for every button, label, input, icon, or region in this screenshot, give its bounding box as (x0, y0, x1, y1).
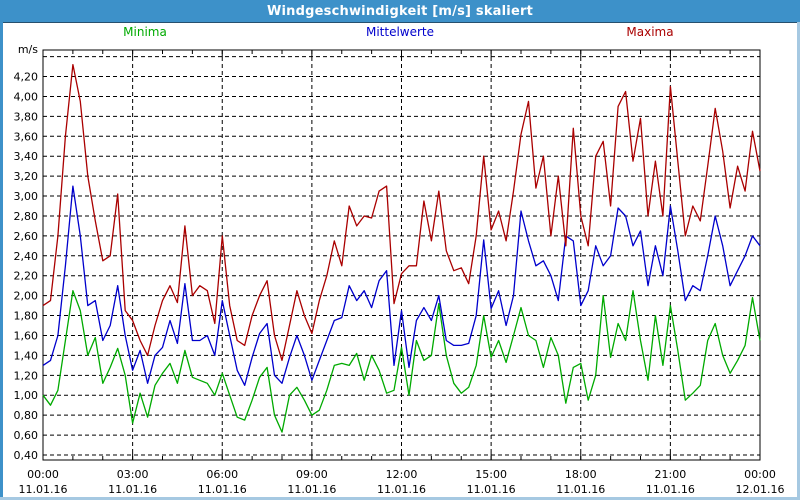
y-tick-label: 3,80 (14, 110, 39, 123)
y-tick-label: 2,00 (14, 290, 39, 303)
y-tick-label: 2,40 (14, 250, 39, 263)
x-tick-time-label: 09:00 (296, 468, 328, 481)
x-tick-date-label: 11.01.16 (377, 483, 426, 496)
y-tick-label: 3,20 (14, 170, 39, 183)
page-title: Windgeschwindigkeit [m/s] skaliert (266, 3, 534, 19)
x-tick-date-label: 11.01.16 (19, 483, 68, 496)
y-tick-label: 1,40 (14, 349, 39, 362)
x-tick-date-label: 11.01.16 (287, 483, 336, 496)
series-mittelwerte-line (42, 185, 761, 386)
series-minima-line (42, 290, 761, 433)
y-tick-label: 2,20 (14, 270, 39, 283)
wind-speed-chart: m/s 4,20 4,00 3,80 3,60 3,40 3,20 3,00 2,80 2,60 2… (14, 43, 785, 496)
x-tick-date-label: 11.01.16 (108, 483, 157, 496)
y-tick-label: 1,80 (14, 310, 39, 323)
x-tick-date-label: 11.01.16 (467, 483, 516, 496)
y-tick-label: 2,60 (14, 230, 39, 243)
y-tick-label: 2,80 (14, 210, 39, 223)
x-tick-date-label: 11.01.16 (556, 483, 605, 496)
x-tick-time-label: 21:00 (655, 468, 687, 481)
window-border-right (797, 22, 800, 500)
x-tick-time-label: 00:00 (27, 468, 59, 481)
x-tick-time-label: 00:00 (744, 468, 776, 481)
x-tick-time-label: 06:00 (206, 468, 238, 481)
y-tick-label: 3,60 (14, 130, 39, 143)
y-axis-unit-label: m/s (18, 43, 38, 56)
x-tick-time-label: 15:00 (475, 468, 507, 481)
y-tick-label: 4,00 (14, 90, 39, 103)
window-border-left (0, 22, 3, 500)
y-tick-label: 4,20 (14, 71, 39, 84)
legend-minima-label: Minima (123, 25, 167, 39)
y-tick-label: 1,60 (14, 329, 39, 342)
title-bar: Windgeschwindigkeit [m/s] skaliert (0, 0, 800, 23)
y-tick-label: 1,20 (14, 369, 39, 382)
x-tick-time-label: 03:00 (117, 468, 149, 481)
window-border-bottom (0, 497, 800, 500)
x-tick-date-label: 11.01.16 (646, 483, 695, 496)
legend-maxima-label: Maxima (626, 25, 674, 39)
y-tick-label: 3,40 (14, 150, 39, 163)
y-tick-label: 0,80 (14, 409, 39, 422)
legend-mittelwerte-label: Mittelwerte (365, 25, 435, 39)
y-tick-label: 0,40 (14, 449, 39, 462)
x-tick-time-label: 12:00 (386, 468, 418, 481)
x-tick-date-label: 12.01.16 (736, 483, 785, 496)
y-tick-label: 0,60 (14, 429, 39, 442)
y-tick-label: 1,00 (14, 389, 39, 402)
y-tick-label: 3,00 (14, 190, 39, 203)
x-tick-time-label: 18:00 (565, 468, 597, 481)
x-tick-date-label: 11.01.16 (198, 483, 247, 496)
series-maxima-line (42, 63, 761, 362)
